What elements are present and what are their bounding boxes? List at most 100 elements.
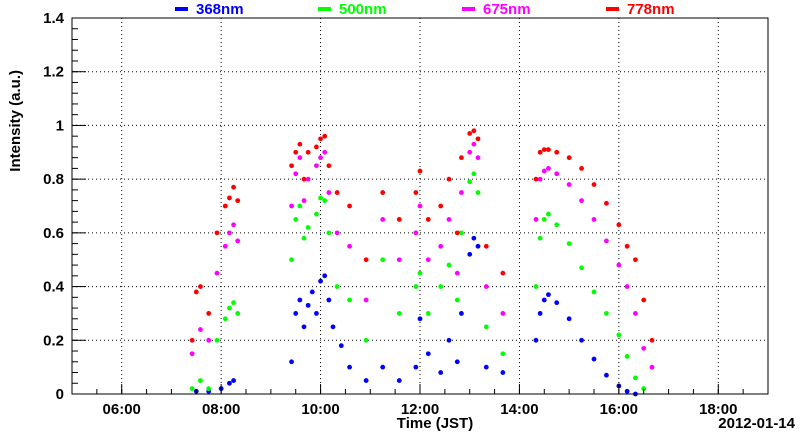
data-point [289, 203, 294, 209]
data-point [417, 168, 423, 174]
data-point [417, 316, 423, 322]
data-point [533, 176, 539, 182]
legend: 368nm 500nm 675nm 778nm [175, 1, 675, 18]
y-tick-label: 1 [56, 117, 64, 134]
data-point [541, 217, 547, 222]
x-tick-label: 16:00 [600, 401, 638, 418]
data-point [471, 128, 477, 134]
data-point [633, 257, 638, 263]
data-point [227, 380, 232, 386]
data-point [446, 217, 452, 222]
data-point [546, 147, 551, 153]
data-point [579, 166, 584, 171]
data-point [454, 230, 460, 236]
data-point [293, 149, 299, 155]
data-point [305, 302, 311, 308]
data-point [446, 337, 452, 343]
y-tick-label: 0.6 [43, 225, 64, 242]
data-point [198, 327, 203, 332]
data-point [483, 243, 489, 249]
data-point [222, 316, 228, 322]
data-point [293, 311, 299, 316]
data-point [396, 378, 402, 383]
data-point [326, 163, 332, 169]
data-point [326, 190, 332, 195]
data-point [363, 337, 369, 343]
data-point [425, 257, 431, 263]
data-point [222, 243, 228, 249]
data-point [425, 217, 431, 222]
data-point [483, 324, 489, 330]
y-tick-label: 0.2 [43, 332, 64, 349]
data-point [334, 284, 340, 289]
data-point [533, 337, 539, 343]
data-point [604, 311, 609, 316]
data-point [624, 243, 630, 249]
series-778nm [189, 128, 655, 343]
data-point [206, 337, 212, 343]
data-point [641, 345, 647, 351]
data-point [347, 243, 352, 249]
data-point [297, 297, 303, 303]
data-point [641, 386, 647, 392]
data-point [533, 217, 539, 222]
data-point [541, 168, 547, 174]
data-point [616, 262, 622, 268]
y-axis-title: Intensity (a.u.) [7, 70, 24, 172]
data-point [475, 155, 481, 161]
data-point [471, 171, 477, 177]
data-point [475, 243, 481, 249]
data-point [438, 284, 444, 289]
x-tick-label: 08:00 [202, 401, 240, 418]
data-point [537, 311, 543, 316]
data-point [338, 343, 344, 349]
data-point [363, 378, 369, 383]
data-point [624, 388, 630, 394]
data-point [616, 222, 622, 228]
data-point [314, 163, 319, 169]
data-point [305, 225, 311, 230]
data-point [322, 198, 328, 204]
data-point [347, 203, 352, 209]
data-point [380, 217, 386, 222]
series-368nm [193, 235, 638, 397]
data-point [566, 182, 572, 187]
data-point [396, 217, 402, 222]
series-675nm [189, 141, 655, 370]
y-tick-label: 0.4 [43, 279, 65, 296]
data-point [425, 351, 431, 357]
data-point [189, 337, 195, 343]
data-point [314, 311, 319, 316]
data-point [231, 378, 236, 383]
data-point [334, 230, 340, 236]
data-point [425, 311, 431, 316]
data-point [604, 200, 609, 206]
data-point [624, 354, 630, 359]
data-point [446, 262, 452, 268]
data-point [649, 364, 655, 370]
data-point [537, 235, 543, 241]
data-point [546, 211, 551, 217]
legend-label: 368nm [196, 1, 244, 18]
data-point [633, 311, 638, 316]
data-point [231, 184, 236, 190]
data-point [189, 351, 195, 357]
data-point [649, 337, 655, 343]
legend-label: 778nm [627, 1, 675, 18]
data-point [326, 297, 332, 303]
data-point [475, 136, 481, 142]
data-point [301, 176, 307, 182]
data-point [396, 311, 402, 316]
legend-label: 500nm [339, 1, 387, 18]
data-point [235, 198, 241, 204]
data-point [579, 265, 584, 271]
data-point [624, 284, 630, 289]
data-point [189, 386, 195, 392]
data-point [604, 372, 609, 378]
data-point [293, 217, 299, 222]
data-point [500, 270, 506, 276]
data-point [305, 149, 311, 155]
series-500nm [189, 171, 647, 392]
data-point [459, 230, 464, 236]
